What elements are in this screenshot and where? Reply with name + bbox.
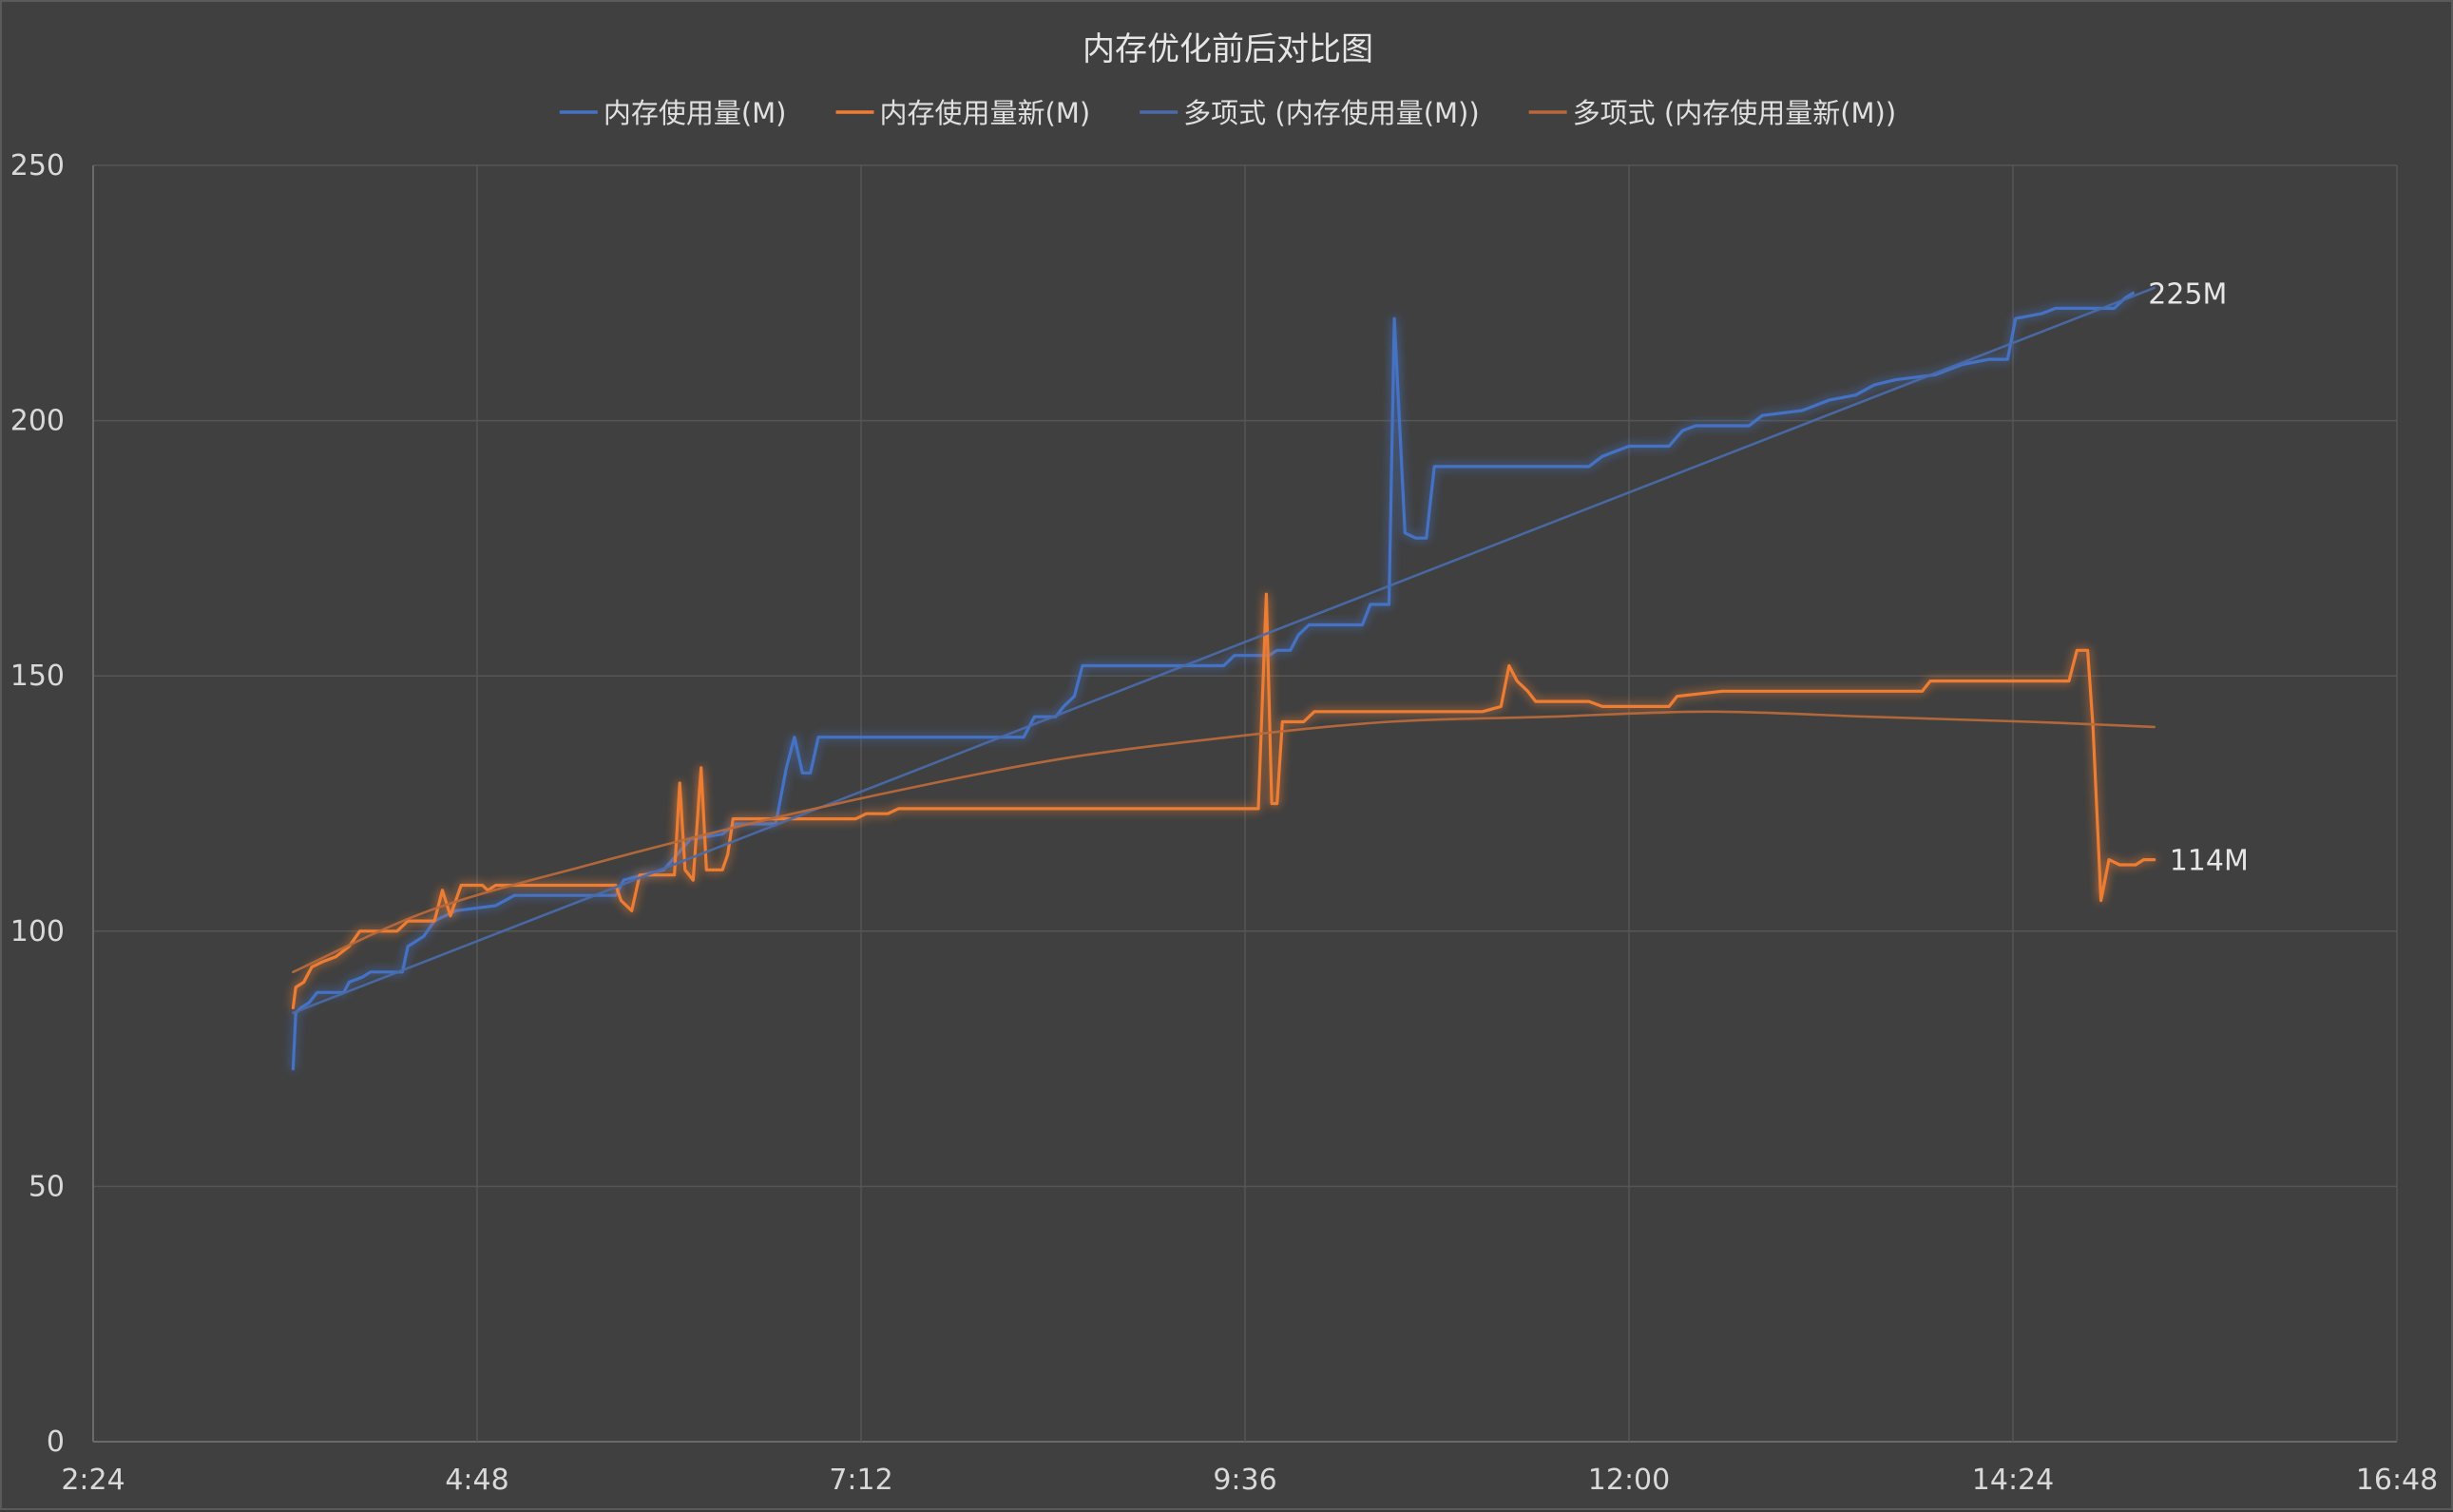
x-axis-ticks: 2:24 4:48 7:12 9:36 12:00 14:24 16:48 [61, 1464, 2438, 1497]
chart-title: 内存优化前后对比图 [1083, 30, 1373, 68]
y-tick-label: 50 [29, 1170, 65, 1203]
x-tick-label: 9:36 [1213, 1464, 1276, 1497]
y-tick-label: 150 [10, 660, 65, 693]
x-tick-label: 12:00 [1588, 1464, 1670, 1497]
y-tick-label: 250 [10, 149, 65, 182]
legend-item-0: 内存使用量(M) [559, 97, 787, 129]
y-tick-label: 0 [47, 1426, 65, 1459]
series-line-1 [291, 592, 2156, 1009]
series-line-3 [292, 710, 2156, 974]
x-tick-label: 16:48 [2356, 1464, 2438, 1497]
legend-item-1: 内存使用量新(M) [835, 97, 1091, 129]
legend: 内存使用量(M) 内存使用量新(M) 多项式 (内存使用量(M)) 多项式 (内存使用… [559, 97, 1897, 129]
x-tick-label: 7:12 [829, 1464, 892, 1497]
y-tick-label: 200 [10, 405, 65, 438]
x-tick-label: 14:24 [1972, 1464, 2054, 1497]
series-layer [291, 286, 2156, 1071]
y-tick-label: 100 [10, 915, 65, 948]
annotations: 225M 114M [2148, 278, 2249, 877]
series-line-2 [292, 286, 2156, 1015]
end-value-label: 114M [2170, 845, 2249, 878]
legend-label: 多项式 (内存使用量(M)) [1183, 97, 1480, 129]
y-axis-ticks: 0 50 100 150 200 250 [10, 149, 65, 1459]
x-tick-label: 2:24 [61, 1464, 125, 1497]
grid-lines [92, 164, 2398, 1443]
legend-label: 多项式 (内存使用量新(M)) [1573, 97, 1897, 129]
end-value-label: 225M [2148, 278, 2227, 311]
legend-item-2: 多项式 (内存使用量(M)) [1140, 97, 1480, 129]
legend-item-3: 多项式 (内存使用量新(M)) [1528, 97, 1897, 129]
series-line-0 [291, 291, 2135, 1071]
legend-label: 内存使用量(M) [604, 97, 787, 129]
legend-label: 内存使用量新(M) [880, 97, 1091, 129]
x-tick-label: 4:48 [445, 1464, 508, 1497]
